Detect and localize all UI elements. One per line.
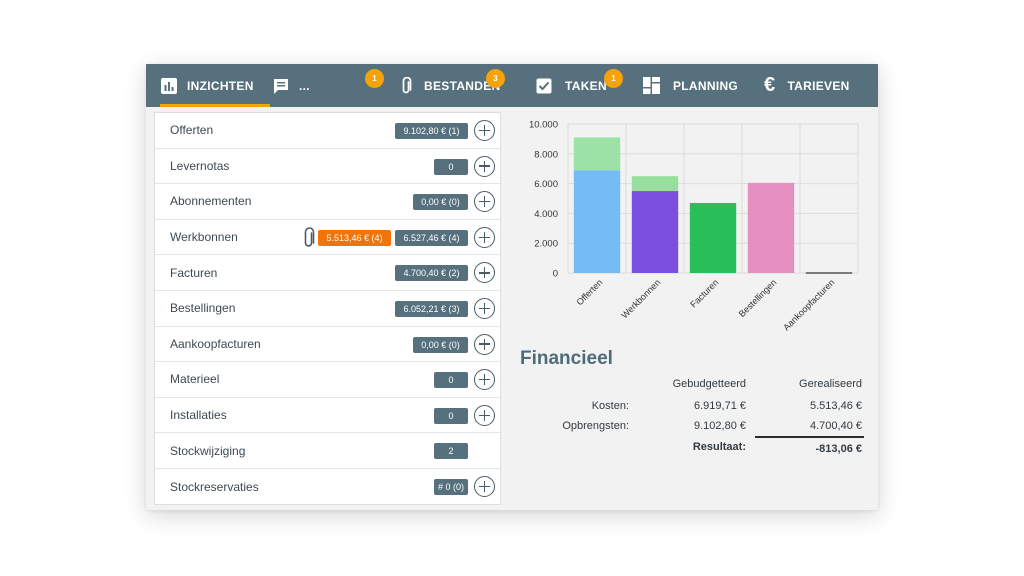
add-button[interactable] [474,155,495,177]
value-badge[interactable]: # 0 (0) [434,479,468,495]
list-item-label: Stockwijziging [170,443,246,458]
list-item-label: Aankoopfacturen [170,336,261,351]
opbrengsten-label: Opbrengsten: [562,420,629,432]
paperclip-icon [400,76,412,95]
value-badge[interactable]: 0 [434,372,468,389]
kosten-label: Kosten: [591,400,629,412]
value-badge[interactable]: 0,00 € (0) [413,194,468,211]
list-item-label: Levernotas [170,158,230,173]
add-button[interactable] [474,298,495,319]
add-button[interactable] [474,191,495,213]
y-tick-label: 6.000 [534,179,558,190]
list-item-label: Materieel [170,372,220,387]
list-item-label: Bestellingen [170,301,236,316]
tab-bestanden[interactable]: BESTANDEN [400,64,510,107]
value-badge[interactable]: 0 [434,407,468,424]
list-item-stockreservaties[interactable]: Stockreservaties # 0 (0) [155,469,500,505]
x-tick-label: Offerten [574,277,604,307]
bar-stack-offerten [573,137,621,171]
bar-chart: 0 2.000 4.000 6.000 8.000 10.000 Offerten Werkb… [529,120,859,333]
add-button[interactable] [474,476,495,497]
value-badge[interactable]: 0,00 € (0) [413,336,468,353]
list-item-label: Offerten [170,123,214,138]
tab-bestanden-label: BESTANDEN [424,78,501,93]
budget-column-header: Gebudgetteerd [672,378,746,390]
list-item-facturen[interactable]: Facturen 4.700,40 € (2) [155,255,500,291]
tab-tarieven[interactable]: € TARIEVEN [764,64,868,107]
euro-icon: € [764,74,776,96]
list-item-levernotas[interactable]: Levernotas 0 [155,149,500,185]
list-item-werkbonnen[interactable]: Werkbonnen 5.513,46 € (4) 6.527,46 € (4) [155,220,500,256]
add-button[interactable] [474,226,495,248]
list-item-label: Abonnementen [170,194,252,209]
tab-inzichten-label: INZICHTEN [187,78,254,93]
bar-facturen [689,202,737,273]
list-item-label: Stockreservaties [170,479,259,494]
x-tick-label: Aankoopfacturen [781,277,836,332]
add-button[interactable] [474,333,495,355]
list-item-label: Facturen [170,265,218,280]
list-item-materieel[interactable]: Materieel 0 [155,362,500,398]
kosten-budget: 6.919,71 € [694,400,746,412]
tab-taken[interactable]: TAKEN [536,64,616,107]
x-tick-label: Werkbonnen [619,277,662,320]
project-card: INZICHTEN ... 1 BESTANDEN 3 TAKEN 1 [146,64,878,510]
value-badge[interactable]: 0 [434,158,468,175]
y-tick-label: 8.000 [534,149,558,160]
add-button[interactable] [474,369,495,391]
list-item-aankoopfacturen[interactable]: Aankoopfacturen 0,00 € (0) [155,327,500,363]
add-button[interactable] [474,262,495,284]
y-tick-label: 0 [553,269,558,280]
tab-planning-label: PLANNING [673,78,739,93]
bar-chart-icon [160,77,178,95]
total-divider [755,436,864,438]
checkbox-icon [536,78,552,94]
grid-icon [643,77,660,94]
list-item-offerten[interactable]: Offerten 9.102,80 € (1) [155,113,500,149]
tab-tarieven-label: TARIEVEN [787,78,850,93]
messages-badge: 1 [365,69,384,88]
value-badge[interactable]: 4.700,40 € (2) [395,265,468,282]
kosten-realized: 5.513,46 € [810,400,862,412]
document-list: Offerten 9.102,80 € (1) Levernotas 0 Abo… [154,112,501,505]
resultaat-label: Resultaat: [692,441,746,453]
value-badge[interactable]: 9.102,80 € (1) [395,123,468,139]
tab-inzichten[interactable]: INZICHTEN [160,64,270,107]
x-tick-label: Bestellingen [737,277,779,319]
tab-messages[interactable]: ... [272,64,328,107]
chat-icon [272,77,290,95]
financieel-title: Financieel [520,348,613,369]
tab-messages-label: ... [299,78,310,93]
paperclip-icon[interactable] [302,227,316,249]
bar-offerten [573,170,621,273]
value-badge[interactable]: 6.052,21 € (3) [395,301,468,317]
opbrengsten-budget: 9.102,80 € [694,420,746,432]
tab-taken-label: TAKEN [565,78,607,93]
realized-column-header: Gerealiseerd [799,378,862,390]
taken-badge: 1 [604,69,623,88]
opbrengsten-realized: 4.700,40 € [810,420,862,432]
list-item-label: Installaties [170,408,227,423]
value-badge[interactable]: 2 [434,443,468,460]
bar-bestellingen [747,182,795,273]
bestanden-badge: 3 [486,69,505,88]
tab-bar: INZICHTEN ... 1 BESTANDEN 3 TAKEN 1 [146,64,878,107]
list-item-abonnementen[interactable]: Abonnementen 0,00 € (0) [155,184,500,220]
y-tick-label: 2.000 [534,239,558,250]
realized-value-badge[interactable]: 5.513,46 € (4) [318,229,391,246]
list-item-bestellingen[interactable]: Bestellingen 6.052,21 € (3) [155,291,500,327]
bar-stack-werkbonnen [631,176,679,192]
list-item-label: Werkbonnen [170,230,238,245]
y-tick-label: 10.000 [529,120,558,131]
resultaat-value: -813,06 € [815,443,862,455]
add-button[interactable] [474,404,495,426]
add-button[interactable] [474,120,495,141]
bar-werkbonnen [631,191,679,273]
value-badge[interactable]: 6.527,46 € (4) [395,229,468,246]
tab-planning[interactable]: PLANNING [643,64,743,107]
list-item-stockwijziging[interactable]: Stockwijziging 2 [155,433,500,469]
y-tick-label: 4.000 [534,209,558,220]
x-tick-label: Facturen [688,277,720,309]
list-item-installaties[interactable]: Installaties 0 [155,398,500,434]
